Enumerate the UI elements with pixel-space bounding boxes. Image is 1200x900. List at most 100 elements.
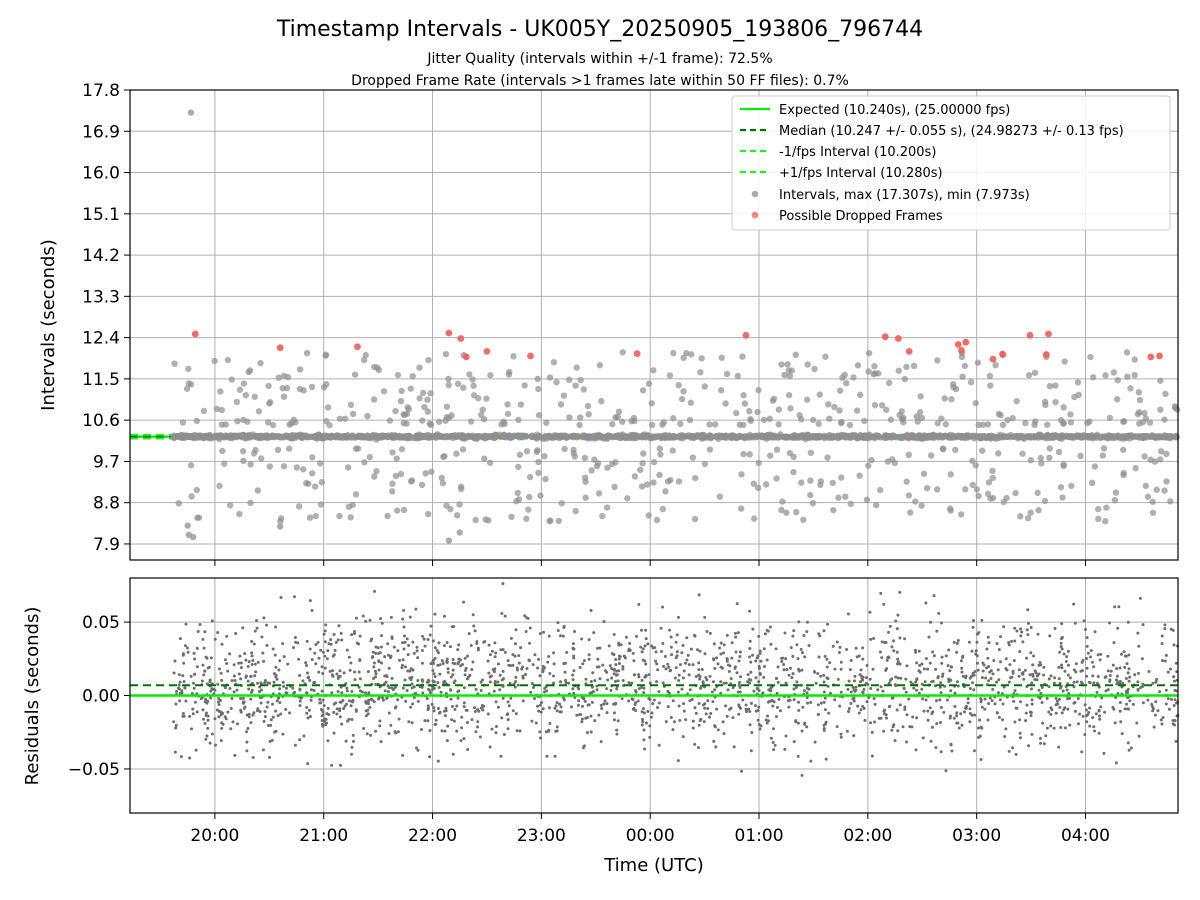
residual-point <box>374 675 378 679</box>
interval-point <box>675 381 682 389</box>
residual-point <box>1044 734 1048 738</box>
residual-point <box>298 738 302 742</box>
residual-point <box>565 650 569 654</box>
interval-point <box>898 415 906 423</box>
residual-point <box>307 708 311 712</box>
interval-point <box>790 468 797 476</box>
residual-point <box>455 704 459 708</box>
residual-point <box>572 691 576 695</box>
residual-point <box>258 685 262 689</box>
residual-point <box>471 660 475 664</box>
residual-point <box>698 677 702 681</box>
residual-point <box>615 728 619 732</box>
residual-point <box>845 648 849 652</box>
residual-point <box>406 653 410 657</box>
residual-point <box>587 703 591 707</box>
residual-point <box>506 700 510 704</box>
residual-point <box>614 673 618 677</box>
residual-point <box>182 714 186 718</box>
residual-point <box>355 641 359 645</box>
residual-point <box>617 669 621 673</box>
residual-point <box>758 649 762 653</box>
residual-point <box>750 731 754 735</box>
residual-point <box>888 678 892 682</box>
interval-point <box>373 468 380 475</box>
residual-point <box>680 687 684 691</box>
residual-point <box>657 690 661 694</box>
residual-point <box>1062 708 1066 712</box>
residual-point <box>358 677 362 681</box>
residual-point <box>983 707 987 711</box>
interval-point <box>441 452 448 460</box>
residual-point <box>607 644 611 648</box>
residual-point <box>868 677 872 681</box>
residual-point <box>920 682 924 686</box>
residual-point <box>1086 651 1090 655</box>
residual-point <box>400 666 404 670</box>
residual-point <box>423 719 427 723</box>
residual-point <box>755 656 759 660</box>
residual-point <box>249 721 253 725</box>
residual-point <box>245 740 249 744</box>
interval-point <box>1119 446 1127 453</box>
residual-point <box>1106 654 1110 658</box>
residual-point <box>469 644 473 648</box>
residual-point <box>862 688 866 692</box>
residual-point <box>762 675 766 679</box>
residual-point <box>432 686 436 690</box>
residual-point <box>827 711 831 715</box>
residual-point <box>1115 667 1119 671</box>
residual-point <box>715 656 719 660</box>
interval-point <box>345 503 353 511</box>
residual-point <box>1032 654 1036 658</box>
interval-point <box>952 385 960 393</box>
residual-point <box>1042 742 1046 746</box>
interval-point <box>1123 349 1131 356</box>
residuals-reference-lines <box>130 684 1178 697</box>
residual-point <box>1061 689 1065 693</box>
residual-point <box>647 673 651 677</box>
residual-point <box>217 696 221 700</box>
residual-point <box>499 648 503 652</box>
dropped-frame-point <box>1045 330 1052 338</box>
residual-point <box>988 670 992 674</box>
residual-point <box>818 634 822 638</box>
interval-point <box>706 432 713 439</box>
interval-point <box>970 435 978 442</box>
interval-point <box>366 433 373 441</box>
residual-point <box>253 662 257 666</box>
residual-point <box>901 725 905 729</box>
interval-point <box>1156 456 1164 463</box>
interval-point <box>644 481 651 488</box>
residual-point <box>501 684 505 688</box>
residual-point <box>960 723 964 727</box>
residual-point <box>524 630 528 633</box>
residual-point <box>961 674 965 678</box>
interval-point <box>650 367 657 374</box>
interval-point <box>218 406 225 414</box>
dropped-frame-point <box>999 351 1007 358</box>
residual-point <box>988 696 992 700</box>
residual-point <box>931 679 935 683</box>
residual-point <box>871 667 875 671</box>
interval-point <box>400 506 408 514</box>
residual-point <box>915 688 919 692</box>
interval-point <box>1060 420 1067 427</box>
residual-point <box>1054 703 1058 707</box>
residual-point <box>733 666 737 670</box>
residual-point <box>769 687 773 691</box>
residual-point <box>839 732 843 736</box>
residual-point <box>177 687 181 691</box>
residual-point <box>436 759 440 763</box>
residual-point <box>590 700 594 704</box>
residual-point <box>921 697 925 701</box>
residual-point <box>531 663 535 667</box>
interval-point <box>247 461 254 468</box>
interval-point <box>884 458 892 465</box>
residual-point <box>372 661 376 665</box>
residual-point <box>521 699 525 703</box>
residual-point <box>1161 716 1165 720</box>
residual-point <box>537 657 541 661</box>
residual-point <box>421 691 425 695</box>
residual-point <box>1017 668 1021 672</box>
